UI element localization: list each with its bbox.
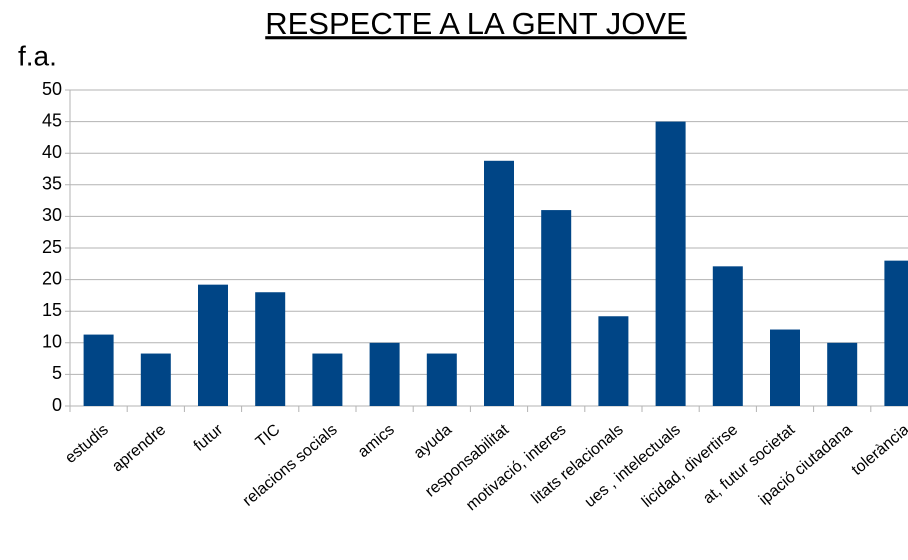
bar	[484, 160, 514, 406]
bar	[827, 342, 858, 406]
x-tick-label: TIC	[253, 421, 284, 451]
x-tick-label: licidad, divertirse	[639, 421, 741, 511]
x-tick-label: amics	[355, 421, 398, 461]
y-tick-label: 10	[42, 332, 62, 352]
bar	[369, 342, 400, 406]
x-tick-label: futur	[191, 421, 227, 455]
bar	[198, 284, 228, 406]
bar	[426, 353, 457, 406]
x-tick-label: aprendre	[109, 421, 169, 475]
bar	[598, 316, 629, 406]
bar	[140, 353, 171, 406]
bar	[712, 266, 743, 406]
chart-title: RESPECTE A LA GENT JOVE	[265, 6, 687, 41]
y-tick-label: 15	[42, 300, 62, 320]
x-tick-label: ayuda	[411, 421, 455, 462]
bar	[83, 334, 114, 406]
y-tick-label: 0	[52, 395, 62, 415]
x-tick-label: relacions socials	[240, 421, 341, 509]
y-tick-label: 5	[52, 363, 62, 383]
y-tick-label: 45	[42, 110, 62, 130]
y-tick-label: 35	[42, 174, 62, 194]
x-tick-label: motivació, interes	[463, 421, 569, 514]
bar	[312, 353, 343, 406]
bar	[770, 329, 800, 406]
bar	[884, 260, 908, 406]
x-tick-label: ues , intelectuals	[582, 421, 684, 511]
x-tick-label: tolerància	[849, 421, 908, 479]
y-tick-label: 40	[42, 142, 62, 162]
y-tick-label: 50	[42, 79, 62, 99]
x-tick-label: estudis	[62, 421, 112, 467]
y-tick-label: 25	[42, 237, 62, 257]
bar	[255, 292, 286, 406]
y-tick-label: 30	[42, 205, 62, 225]
y-axis-label: f.a.	[18, 40, 57, 71]
bar	[541, 210, 572, 406]
y-tick-label: 20	[42, 268, 62, 288]
bar	[655, 121, 686, 406]
